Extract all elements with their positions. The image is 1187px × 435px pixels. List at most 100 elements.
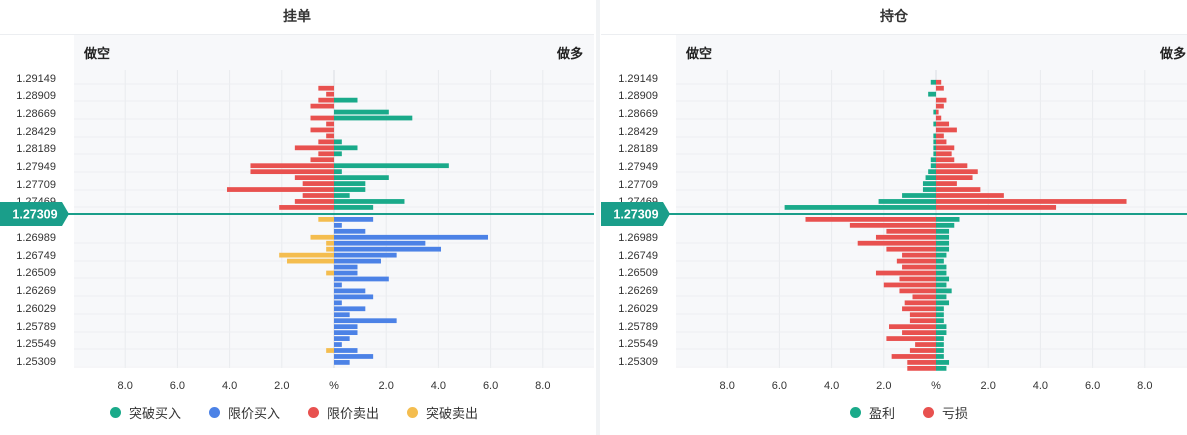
price-tick-label: 1.26509: [618, 267, 658, 279]
bar-breakout-buy: [334, 151, 342, 157]
bar-short-loss: [902, 306, 936, 312]
bar-limit-buy: [334, 342, 342, 347]
x-tick-label: 6.0: [483, 380, 498, 392]
bar-breakout-sell: [310, 234, 334, 240]
bar-breakout-sell: [279, 252, 334, 258]
bar-short-profit: [933, 109, 936, 115]
bar-long-profit: [936, 258, 944, 264]
price-tick-label: 1.26509: [16, 267, 56, 279]
bar-long-profit: [936, 234, 950, 240]
orders-panel: 挂单 做空 做多 1.29149 1.28909 1.28669 1.28429 1.2…: [0, 8, 594, 422]
bar-limit-buy: [334, 222, 342, 228]
bar-breakout-sell: [326, 270, 334, 276]
price-tick-label: 1.27709: [16, 179, 56, 191]
bar-short-profit: [930, 79, 936, 85]
bar-short-profit: [933, 151, 936, 157]
bar-limit-sell: [294, 175, 334, 180]
legend-label-limit-sell: 限价卖出: [327, 406, 380, 421]
price-tick-label: 1.27949: [618, 161, 658, 173]
bar-long-profit: [936, 312, 944, 318]
bar-long-loss: [936, 145, 955, 151]
bar-short-profit: [933, 139, 936, 145]
x-tick-label: 8.0: [1137, 380, 1152, 392]
bar-limit-sell: [302, 181, 334, 186]
bar-limit-sell: [302, 193, 334, 198]
bar-long-profit: [936, 330, 947, 335]
bar-long-profit: [936, 264, 947, 270]
x-tick-label: 4.0: [824, 380, 839, 392]
bar-limit-sell: [326, 133, 334, 139]
bar-breakout-buy: [334, 139, 342, 145]
legend-breakout-buy[interactable]: 突破买入: [110, 403, 181, 422]
bar-long-loss: [936, 97, 947, 103]
bar-short-loss: [915, 342, 936, 347]
price-tick-label: 1.26749: [16, 250, 56, 262]
orders-legend: 突破买入 限价买入 限价卖出 突破卖出: [110, 403, 506, 422]
x-tick-label: 8.0: [118, 380, 133, 392]
bar-breakout-sell: [326, 240, 334, 246]
price-tick-label: 1.25549: [618, 338, 658, 350]
legend-loss[interactable]: 亏损: [923, 403, 968, 422]
price-tick-label: 1.26029: [16, 303, 56, 315]
bar-short-profit: [928, 169, 936, 175]
bar-breakout-buy: [334, 193, 350, 198]
bar-limit-sell: [294, 199, 334, 204]
bar-long-loss: [936, 199, 1127, 204]
legend-limit-buy[interactable]: 限价买入: [209, 403, 280, 422]
bar-short-profit: [878, 199, 936, 204]
bar-long-profit: [936, 354, 944, 359]
bar-short-loss: [896, 258, 936, 264]
positions-chart: 1.29149 1.28909 1.28669 1.28429 1.28189 1.279…: [601, 70, 1187, 392]
bar-short-loss: [907, 360, 936, 365]
price-tick-label: 1.28429: [16, 126, 56, 138]
bar-short-loss: [909, 318, 936, 324]
bar-limit-sell: [279, 205, 334, 210]
bar-limit-buy: [334, 324, 358, 330]
bar-short-loss: [909, 312, 936, 318]
bar-limit-sell: [226, 187, 334, 192]
legend-dot-breakout-buy: [110, 407, 121, 418]
bar-limit-buy: [334, 336, 350, 341]
legend-breakout-sell[interactable]: 突破卖出: [407, 403, 478, 422]
bar-limit-buy: [334, 240, 426, 246]
bar-long-loss: [936, 187, 981, 192]
bar-long-loss: [936, 109, 939, 115]
bar-breakout-buy: [334, 169, 342, 175]
bar-short-loss: [883, 282, 936, 288]
bar-breakout-buy: [334, 109, 389, 115]
price-tick-label: 1.25789: [16, 321, 56, 333]
legend-limit-sell[interactable]: 限价卖出: [308, 403, 379, 422]
bar-breakout-sell: [318, 217, 334, 222]
bar-limit-buy: [334, 246, 442, 252]
bar-limit-buy: [334, 354, 374, 359]
bar-limit-sell: [318, 85, 334, 91]
bar-limit-sell: [318, 139, 334, 145]
bar-limit-buy: [334, 306, 366, 312]
bar-long-loss: [936, 157, 955, 163]
bar-limit-buy: [334, 228, 366, 234]
legend-profit[interactable]: 盈利: [850, 403, 895, 422]
bar-limit-sell: [310, 115, 334, 121]
bar-breakout-sell: [287, 258, 334, 264]
x-tick-label: 2.0: [274, 380, 289, 392]
bar-long-loss: [936, 139, 947, 145]
bar-limit-buy: [334, 348, 358, 353]
bar-short-loss: [889, 324, 936, 330]
price-tick-label: 1.28429: [618, 126, 658, 138]
price-tick-label: 1.26269: [618, 285, 658, 297]
bar-breakout-buy: [334, 145, 358, 151]
bar-short-loss: [912, 294, 936, 300]
bar-long-loss: [936, 193, 1004, 198]
x-tick-label: 2.0: [981, 380, 996, 392]
bar-long-loss: [936, 79, 942, 85]
price-tick-label: 1.26269: [16, 285, 56, 297]
price-tick-label: 1.26029: [618, 303, 658, 315]
bar-limit-buy: [334, 312, 350, 318]
bar-short-loss: [891, 354, 936, 359]
bar-long-loss: [936, 103, 944, 109]
bar-short-profit: [784, 205, 936, 210]
bar-long-profit: [936, 318, 944, 324]
bar-long-profit: [936, 228, 950, 234]
x-tick-label: 2.0: [876, 380, 891, 392]
bar-limit-buy: [334, 360, 350, 365]
